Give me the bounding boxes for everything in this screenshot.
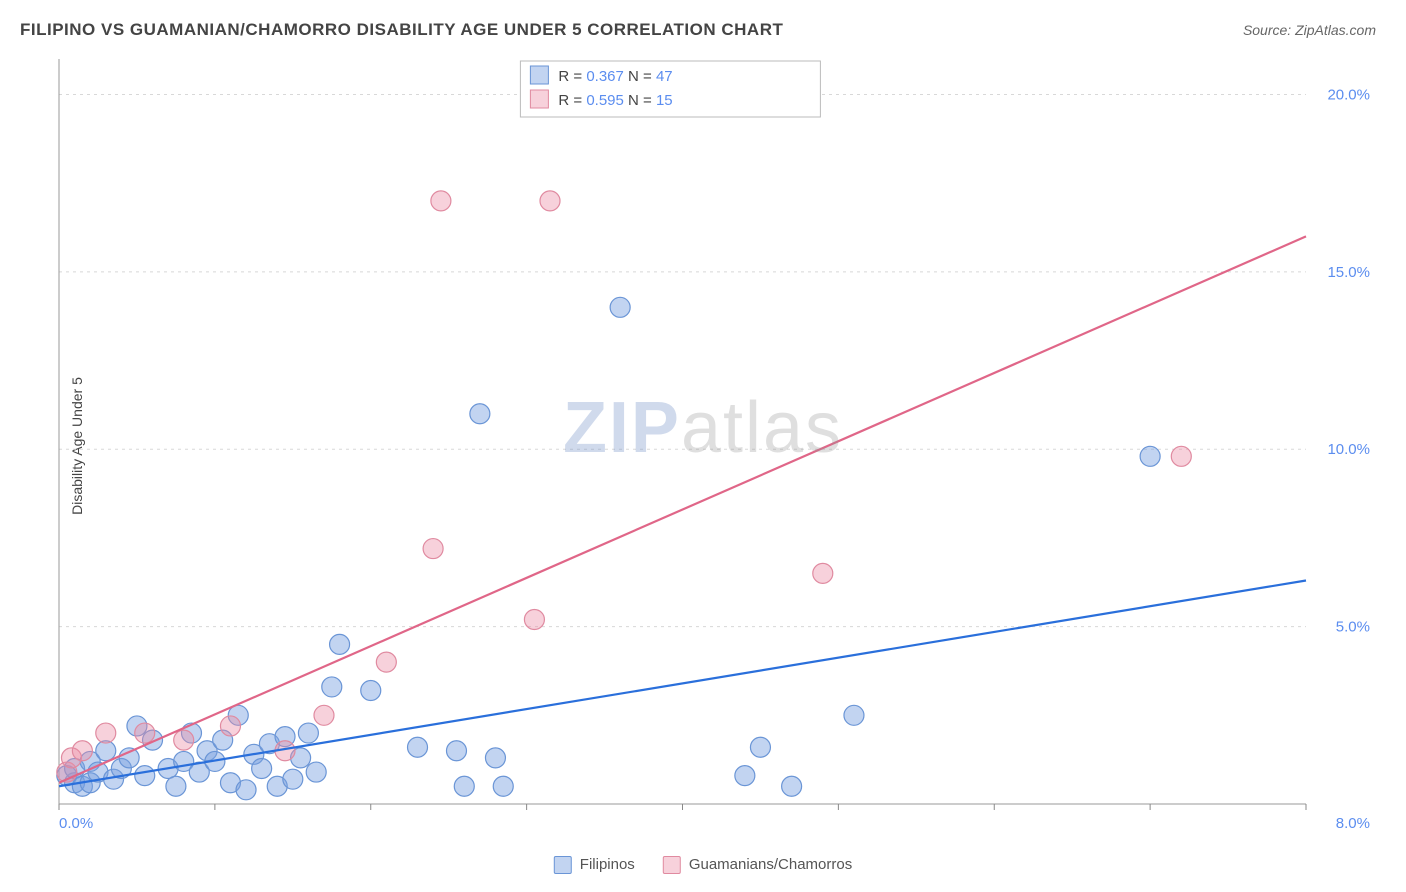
y-tick-label: 20.0%: [1327, 86, 1370, 103]
source-attribution: Source: ZipAtlas.com: [1243, 22, 1376, 38]
data-point: [72, 741, 92, 761]
x-tick-label: 0.0%: [59, 815, 93, 832]
data-point: [376, 652, 396, 672]
stats-swatch: [530, 90, 548, 108]
data-point: [540, 191, 560, 211]
y-tick-label: 15.0%: [1327, 264, 1370, 281]
data-point: [135, 766, 155, 786]
data-point: [485, 748, 505, 768]
data-point: [408, 737, 428, 757]
data-point: [166, 776, 186, 796]
x-tick-label: 8.0%: [1336, 815, 1370, 832]
data-point: [844, 705, 864, 725]
data-point: [610, 297, 630, 317]
data-point: [431, 191, 451, 211]
stats-row: R = 0.595 N = 15: [558, 92, 672, 109]
data-point: [493, 776, 513, 796]
legend-label: Filipinos: [580, 856, 635, 873]
data-point: [220, 716, 240, 736]
data-point: [314, 705, 334, 725]
data-point: [735, 766, 755, 786]
data-point: [135, 723, 155, 743]
data-point: [446, 741, 466, 761]
data-point: [298, 723, 318, 743]
data-point: [283, 769, 303, 789]
data-point: [361, 680, 381, 700]
scatter-plot: 5.0% 10.0% 15.0% 20.0% 0.0% 8.0% R = 0.367 N =…: [55, 55, 1376, 832]
data-point: [252, 759, 272, 779]
chart-svg: 5.0% 10.0% 15.0% 20.0% 0.0% 8.0% R = 0.367 N =…: [55, 55, 1376, 832]
legend-item: Filipinos: [554, 856, 635, 874]
data-point: [322, 677, 342, 697]
data-point: [330, 634, 350, 654]
data-point: [96, 741, 116, 761]
data-point: [1171, 446, 1191, 466]
data-point: [470, 404, 490, 424]
chart-title: FILIPINO VS GUAMANIAN/CHAMORRO DISABILIT…: [20, 20, 783, 40]
data-point: [423, 539, 443, 559]
legend-swatch: [663, 856, 681, 874]
stats-row: R = 0.367 N = 47: [558, 68, 672, 85]
data-point: [174, 730, 194, 750]
legend: Filipinos Guamanians/Chamorros: [554, 856, 852, 874]
y-tick-label: 5.0%: [1336, 619, 1370, 636]
legend-swatch: [554, 856, 572, 874]
data-point: [454, 776, 474, 796]
data-point: [782, 776, 802, 796]
stats-swatch: [530, 66, 548, 84]
y-tick-label: 10.0%: [1327, 441, 1370, 458]
data-point: [96, 723, 116, 743]
trend-line: [59, 236, 1306, 782]
legend-label: Guamanians/Chamorros: [689, 856, 852, 873]
data-point: [306, 762, 326, 782]
data-point: [236, 780, 256, 800]
data-point: [1140, 446, 1160, 466]
data-point: [750, 737, 770, 757]
data-point: [813, 563, 833, 583]
data-point: [524, 610, 544, 630]
legend-item: Guamanians/Chamorros: [663, 856, 852, 874]
trend-line: [59, 581, 1306, 787]
